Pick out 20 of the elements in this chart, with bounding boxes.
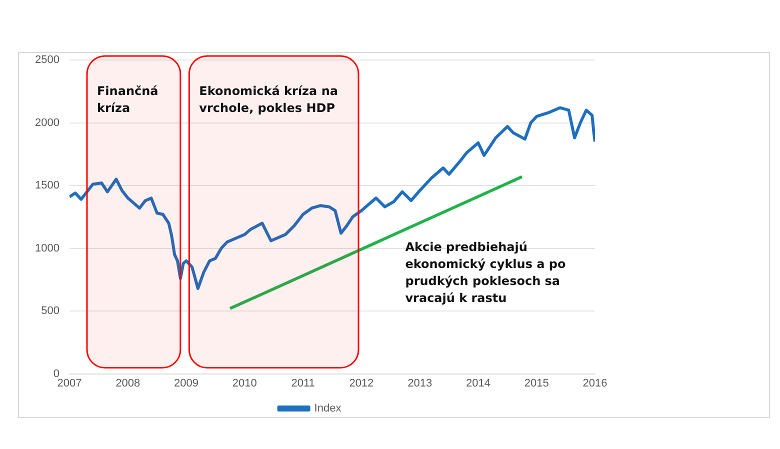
x-tick-label: 2016 bbox=[582, 377, 608, 390]
band-label: Ekonomická kríza na vrchole, pokles HDP bbox=[199, 84, 338, 116]
x-tick-label: 2007 bbox=[57, 377, 82, 390]
x-tick-label: 2014 bbox=[466, 377, 490, 390]
x-tick-label: 2008 bbox=[116, 377, 140, 390]
y-tick-label: 1500 bbox=[34, 180, 60, 192]
x-tick-label: 2010 bbox=[232, 377, 257, 390]
legend-label: Index bbox=[314, 402, 342, 415]
x-tick-label: 2013 bbox=[408, 377, 432, 390]
y-tick-label: 2500 bbox=[34, 54, 60, 66]
band-label: Finančná kríza bbox=[96, 84, 158, 116]
annotation: Akcie predbiehajú ekonomický cyklus a po prudkých poklesoch sa vracajú k rastu bbox=[405, 240, 566, 306]
x-tick-label: 2011 bbox=[291, 377, 315, 390]
y-tick-label: 1000 bbox=[34, 242, 60, 254]
x-tick-label: 2012 bbox=[349, 377, 374, 390]
y-tick-label: 500 bbox=[41, 305, 60, 318]
x-tick-label: 2015 bbox=[524, 377, 549, 390]
x-tick-label: 2009 bbox=[174, 377, 198, 390]
y-tick-label: 2000 bbox=[34, 116, 60, 129]
y-tick-label: 0 bbox=[53, 368, 60, 380]
